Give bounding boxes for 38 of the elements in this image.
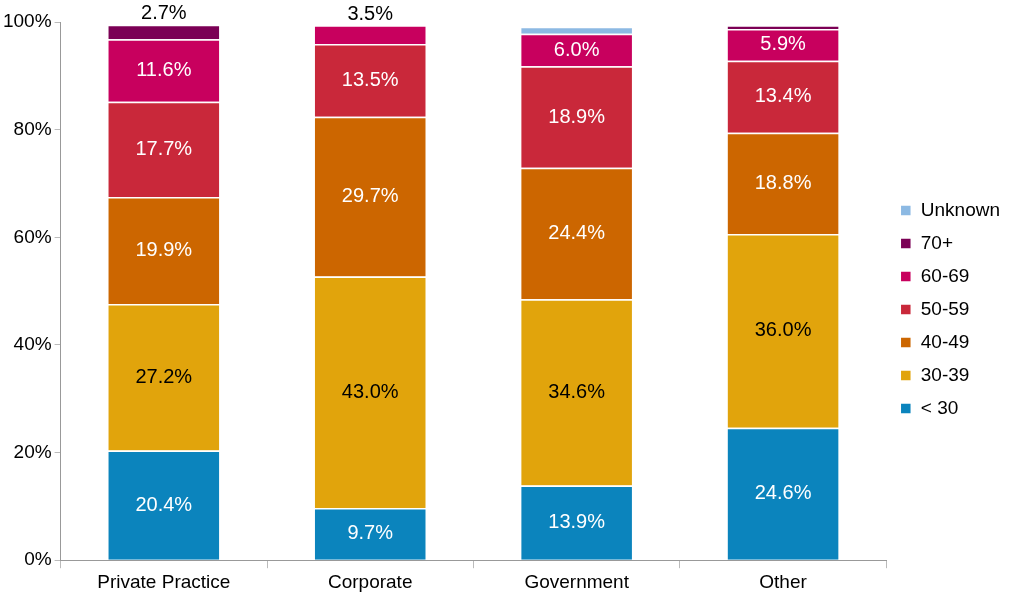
data-label: 20.4%: [135, 492, 193, 515]
y-tick-label: 80%: [13, 117, 52, 139]
y-tick-label: 0%: [24, 548, 52, 570]
x-tick-label: Government: [524, 570, 630, 592]
legend-label: 30-39: [920, 363, 970, 385]
y-tick-label: 40%: [13, 333, 52, 355]
data-label: 13.4%: [754, 84, 812, 107]
data-label: 6.0%: [553, 37, 600, 60]
y-tick-label: 20%: [13, 440, 52, 462]
x-tick-label: Other: [759, 570, 808, 592]
data-label: 9.7%: [347, 521, 394, 544]
data-label: 17.7%: [135, 136, 193, 159]
data-label: 24.4%: [548, 221, 606, 244]
legend-label: 50-59: [920, 297, 970, 319]
data-label: 19.9%: [135, 237, 193, 260]
x-tick-label: Private Practice: [97, 570, 231, 592]
y-tick-label: 100%: [2, 10, 52, 32]
data-label: 34.6%: [548, 379, 606, 402]
y-tick-label: 60%: [13, 225, 52, 247]
legend-label: < 30: [920, 396, 959, 418]
data-label: 18.8%: [754, 170, 812, 193]
data-label: 2.7%: [141, 1, 187, 24]
legend-label: 40-49: [920, 330, 970, 352]
legend-label: 60-69: [920, 264, 970, 286]
data-label: 18.9%: [548, 104, 606, 127]
data-label: 36.0%: [754, 318, 812, 341]
data-label: 13.9%: [548, 510, 606, 533]
data-label: 3.5%: [347, 1, 394, 24]
data-label: 13.5%: [341, 67, 399, 90]
data-label: 5.9%: [760, 32, 807, 55]
data-label: 27.2%: [135, 364, 193, 387]
x-tick-label: Corporate: [327, 570, 413, 592]
data-label: 43.0%: [341, 379, 399, 402]
legend-label: Unknown: [920, 198, 1001, 220]
data-label: 29.7%: [341, 184, 399, 207]
legend-label: 70+: [920, 231, 954, 253]
data-label: 24.6%: [754, 481, 812, 504]
data-label: 11.6%: [136, 57, 192, 80]
